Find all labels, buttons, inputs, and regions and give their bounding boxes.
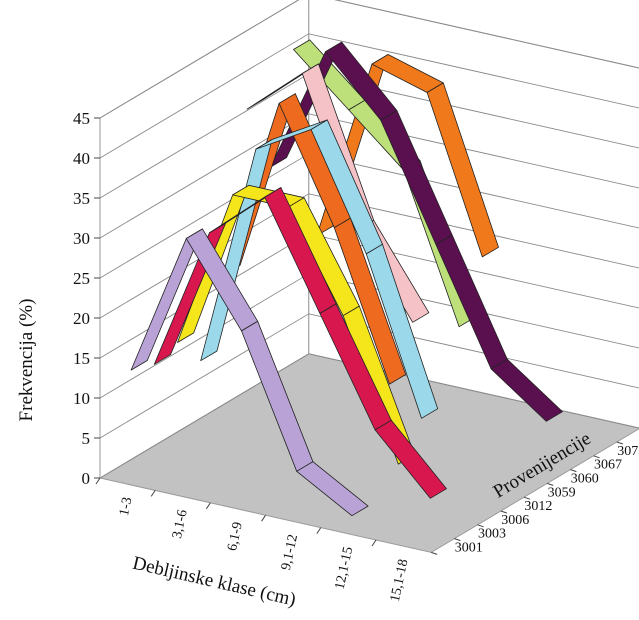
y-tick-label: 20 <box>73 309 90 328</box>
z-tick-label: 3060 <box>571 472 599 487</box>
gridline <box>99 113 639 239</box>
ribbon-segment <box>426 82 499 258</box>
x-tick-mark <box>150 490 156 497</box>
ribbon-segment <box>296 461 369 517</box>
z-tick-mark <box>431 551 438 555</box>
x-tick-label: 6,1-9 <box>225 521 246 553</box>
x-tick-label: 1-3 <box>117 496 136 517</box>
x-tick-label: 15,1-18 <box>388 558 412 603</box>
ribbon-segment <box>374 419 447 499</box>
y-axis-title: Frekvencija (%) <box>16 299 37 422</box>
series-3001 <box>130 228 369 517</box>
y-tick-label: 45 <box>73 109 90 128</box>
x-tick-mark <box>371 539 377 547</box>
x-tick-label: 3,1-6 <box>170 508 191 540</box>
z-tick-mark <box>616 441 623 445</box>
z-tick-label: 3003 <box>478 527 506 542</box>
x-tick-mark <box>316 527 322 534</box>
y-tick-label: 0 <box>82 469 91 488</box>
z-tick-label: 3012 <box>524 499 552 514</box>
y-tick-label: 40 <box>73 149 90 168</box>
z-tick-mark <box>454 538 461 542</box>
y-tick-label: 30 <box>73 229 90 248</box>
z-tick-mark <box>570 469 577 473</box>
series-ribbons <box>130 39 563 517</box>
gridline <box>99 33 639 159</box>
y-tick-labels: 0 5 10 15 20 25 30 35 40 45 <box>73 109 90 488</box>
z-tick-label: 3001 <box>455 541 483 556</box>
z-tick-label: 3067 <box>594 458 622 473</box>
x-tick-mark <box>261 514 267 522</box>
gridline <box>99 313 639 439</box>
x-axis-title: Debljinske klase (cm) <box>131 553 298 611</box>
y-tick-label: 25 <box>73 269 90 288</box>
z-tick-mark <box>500 510 507 514</box>
x-tick-mark <box>95 477 101 485</box>
z-tick-mark <box>593 455 600 459</box>
y-tick-label: 35 <box>73 189 90 208</box>
z-tick-mark <box>477 524 484 528</box>
ribbon-segment <box>365 243 439 419</box>
z-tick-label: 3006 <box>501 513 529 528</box>
x-tick-labels: 1-3 3,1-6 6,1-9 9,1-12 12,1-15 15,1-18 <box>95 477 412 603</box>
ribbon-segment <box>490 358 563 422</box>
y-tick-label: 15 <box>73 349 90 368</box>
x-tick-label: 12,1-15 <box>333 546 357 591</box>
z-tick-label: 3059 <box>548 485 576 500</box>
series-3067 <box>269 41 563 422</box>
x-tick-mark <box>205 502 211 510</box>
x-tick-label: 9,1-12 <box>279 533 301 572</box>
z-tick-label: 3073 <box>617 444 639 459</box>
gridline <box>99 0 639 119</box>
z-tick-mark <box>523 496 531 500</box>
ribbon-segment <box>333 217 407 385</box>
gridline <box>99 193 639 319</box>
z-tick-labels: 30013003300630123059306030673073smreka <box>431 441 639 556</box>
z-tick-mark <box>547 482 554 486</box>
y-tick-label: 10 <box>73 389 90 408</box>
y-tick-label: 5 <box>82 429 91 448</box>
